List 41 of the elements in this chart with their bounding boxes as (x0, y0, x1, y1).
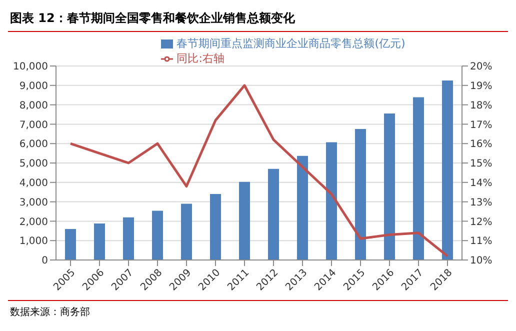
bar (65, 228, 76, 260)
y2-tick-label: 11% (470, 236, 492, 248)
y-tick-label: 8,000 (19, 100, 48, 112)
y-tick-label: 1,000 (19, 236, 48, 248)
bar (239, 182, 250, 260)
y-tick-label: 6,000 (19, 139, 48, 150)
bar (152, 210, 163, 260)
y-tick-label: 3,000 (19, 197, 48, 208)
bar (413, 97, 424, 260)
y2-tick-label: 13% (470, 197, 492, 208)
legend-label: 同比:右轴 (176, 52, 224, 65)
line-series (69, 84, 449, 258)
bar (123, 217, 134, 260)
y-tick-label: 10,000 (13, 62, 48, 73)
y-tick-label: 7,000 (19, 120, 48, 131)
bar (210, 194, 221, 260)
bar (384, 114, 395, 260)
bar (297, 156, 308, 260)
y2-tick-label: 14% (470, 178, 492, 189)
bar (268, 168, 279, 260)
y2-tick-label: 17% (470, 120, 492, 131)
source-note: 数据来源：商务部 (10, 307, 90, 318)
bar (326, 142, 337, 260)
y2-tick-label: 12% (470, 216, 492, 228)
y2-tick-label: 18% (470, 100, 492, 112)
bar (94, 224, 105, 260)
y2-tick-label: 16% (470, 139, 492, 150)
y2-tick-label: 19% (470, 80, 492, 92)
bar (181, 204, 192, 260)
y-tick-label: 9,000 (19, 80, 48, 92)
y-tick-label: 2,000 (19, 216, 48, 228)
y2-tick-label: 20% (470, 62, 492, 73)
y-tick-label: 0 (42, 256, 48, 267)
y2-tick-label: 15% (470, 158, 492, 170)
chart-title: 图表 12：春节期间全国零售和餐饮企业销售总额变化 (8, 8, 508, 32)
legend-label: 春节期间重点监测商业企业商品零售总额(亿元) (176, 37, 406, 50)
y-tick-label: 5,000 (19, 158, 48, 170)
bar (442, 80, 453, 260)
bar (355, 129, 366, 260)
y2-tick-label: 10% (470, 256, 492, 267)
y-tick-label: 4,000 (19, 178, 48, 189)
